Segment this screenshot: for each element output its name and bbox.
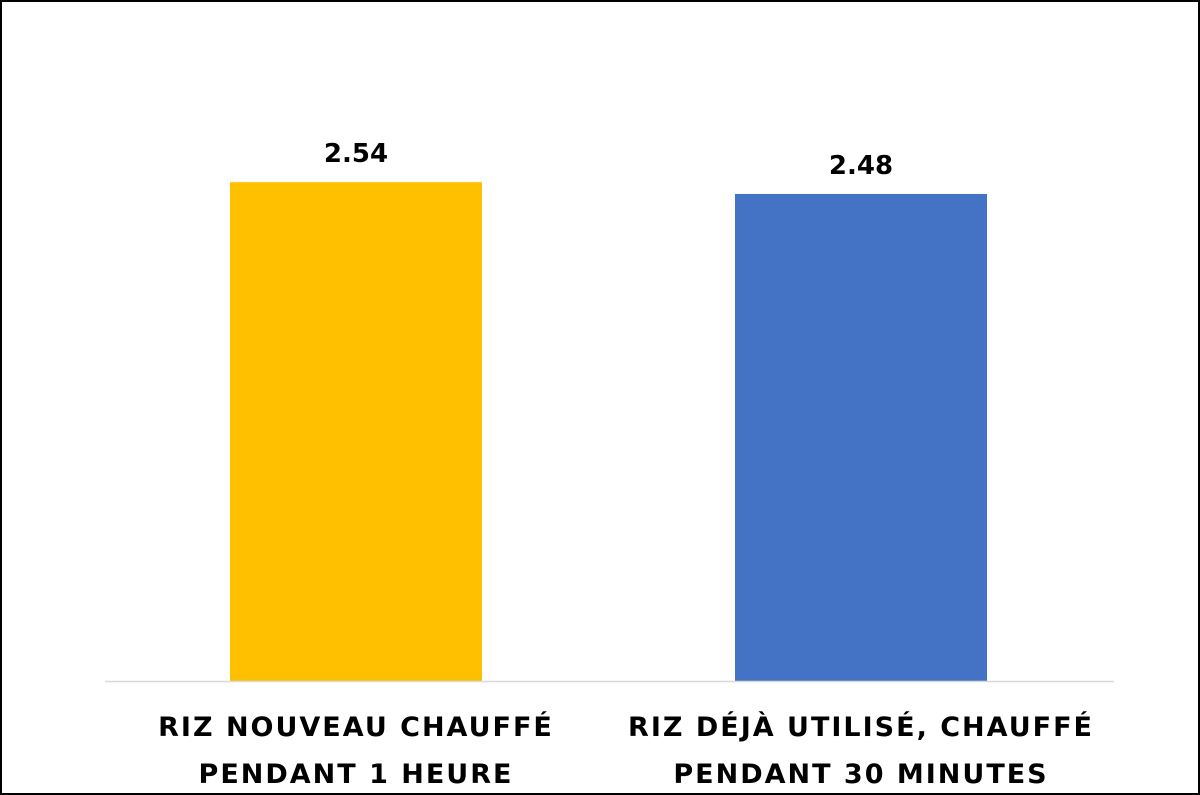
bar-2 xyxy=(735,193,987,681)
category-label-2-line-1: RIZ DÉJÀ UTILISÉ, CHAUFFÉ xyxy=(628,711,1094,743)
category-label-1-line-1: RIZ NOUVEAU CHAUFFÉ xyxy=(158,711,554,743)
bar-1 xyxy=(230,182,482,682)
category-label-1-line-2: PENDANT 1 HEURE xyxy=(199,759,514,790)
data-label-2: 2.48 xyxy=(829,151,893,181)
category-label-2-line-2: PENDANT 30 MINUTES xyxy=(673,759,1048,790)
data-label-1: 2.54 xyxy=(324,139,388,169)
